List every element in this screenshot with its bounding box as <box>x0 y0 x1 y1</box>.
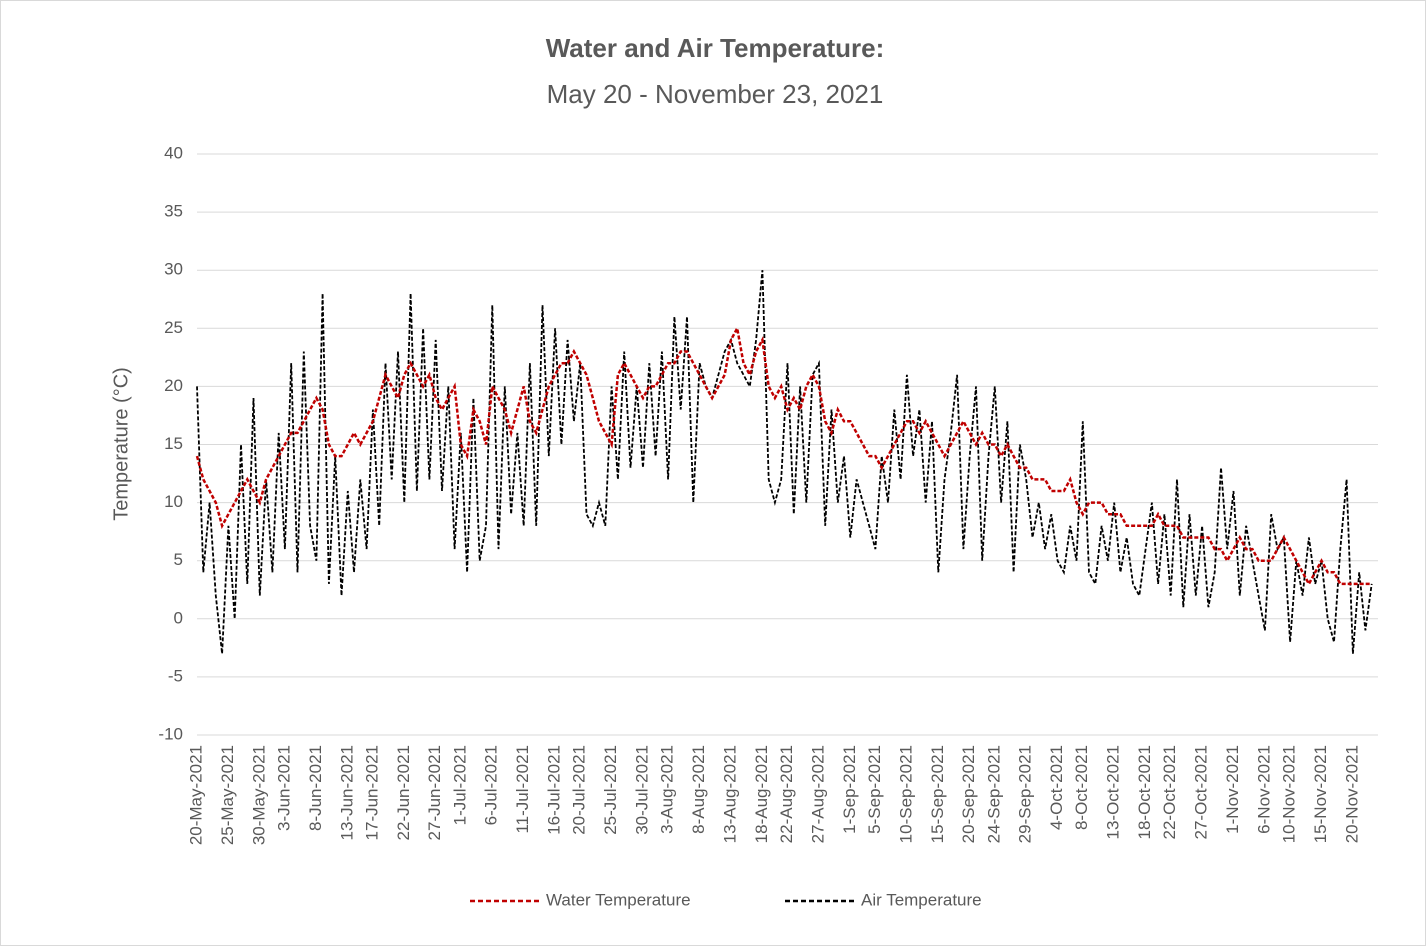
x-tick-label: 25-May-2021 <box>218 745 237 845</box>
legend-label: Water Temperature <box>546 890 691 909</box>
x-tick-label: 25-Jul-2021 <box>601 745 620 835</box>
y-tick-label: 40 <box>164 143 183 162</box>
x-tick-label: 8-Aug-2021 <box>689 745 708 834</box>
y-tick-label: 10 <box>164 492 183 511</box>
x-tick-label: 30-Jul-2021 <box>633 745 652 835</box>
x-tick-label: 1-Sep-2021 <box>840 745 859 834</box>
x-tick-label: 17-Jun-2021 <box>362 745 381 840</box>
x-tick-label: 18-Aug-2021 <box>752 745 771 843</box>
legend-label: Air Temperature <box>861 890 982 909</box>
chart-subtitle: May 20 - November 23, 2021 <box>547 79 884 109</box>
x-tick-label: 27-Oct-2021 <box>1192 745 1211 840</box>
x-tick-label: 6-Nov-2021 <box>1254 745 1273 834</box>
x-tick-label: 20-Jul-2021 <box>570 745 589 835</box>
x-tick-label: 29-Sep-2021 <box>1016 745 1035 843</box>
x-tick-label: 10-Sep-2021 <box>896 745 915 843</box>
x-tick-label: 10-Nov-2021 <box>1280 745 1299 843</box>
x-tick-label: 27-Aug-2021 <box>808 745 827 843</box>
y-tick-label: 20 <box>164 376 183 395</box>
y-axis-title: Temperature (°C) <box>110 367 132 521</box>
x-tick-label: 20-Nov-2021 <box>1342 745 1361 843</box>
x-tick-label: 22-Jun-2021 <box>394 745 413 840</box>
x-tick-label: 15-Nov-2021 <box>1311 745 1330 843</box>
x-tick-label: 11-Jul-2021 <box>513 745 532 834</box>
x-tick-label: 20-Sep-2021 <box>959 745 978 843</box>
y-tick-label: 35 <box>164 202 183 221</box>
y-tick-label: 15 <box>164 434 183 453</box>
x-tick-label: 6-Jul-2021 <box>482 745 501 825</box>
x-tick-label: 5-Sep-2021 <box>865 745 884 834</box>
x-tick-label: 1-Jul-2021 <box>450 745 469 825</box>
x-tick-label: 13-Jun-2021 <box>337 745 356 840</box>
x-tick-label: 3-Jun-2021 <box>274 745 293 831</box>
chart-title: Water and Air Temperature: <box>546 33 885 63</box>
x-tick-label: 8-Jun-2021 <box>306 745 325 831</box>
y-tick-label: 25 <box>164 318 183 337</box>
x-tick-label: 3-Aug-2021 <box>658 745 677 834</box>
data-line <box>196 270 1373 654</box>
x-tick-label: 30-May-2021 <box>249 745 268 845</box>
y-tick-label: -5 <box>168 666 183 685</box>
x-tick-label: 22-Oct-2021 <box>1160 745 1179 840</box>
x-tick-label: 1-Nov-2021 <box>1223 745 1242 834</box>
x-tick-label: 13-Oct-2021 <box>1104 745 1123 840</box>
x-tick-label: 8-Oct-2021 <box>1072 745 1091 830</box>
x-tick-label: 27-Jun-2021 <box>425 745 444 840</box>
y-tick-label: -10 <box>158 724 183 743</box>
y-tick-label: 5 <box>174 550 183 569</box>
x-tick-label: 15-Sep-2021 <box>928 745 947 843</box>
x-tick-label: 22-Aug-2021 <box>777 745 796 843</box>
x-tick-label: 4-Oct-2021 <box>1047 745 1066 830</box>
y-tick-label: 0 <box>174 608 183 627</box>
y-tick-label: 30 <box>164 260 183 279</box>
x-tick-label: 24-Sep-2021 <box>984 745 1003 843</box>
x-tick-label: 18-Oct-2021 <box>1135 745 1154 840</box>
x-tick-label: 16-Jul-2021 <box>545 745 564 835</box>
data-line <box>195 324 1372 587</box>
x-tick-label: 20-May-2021 <box>186 745 205 845</box>
x-tick-label: 13-Aug-2021 <box>720 745 739 843</box>
